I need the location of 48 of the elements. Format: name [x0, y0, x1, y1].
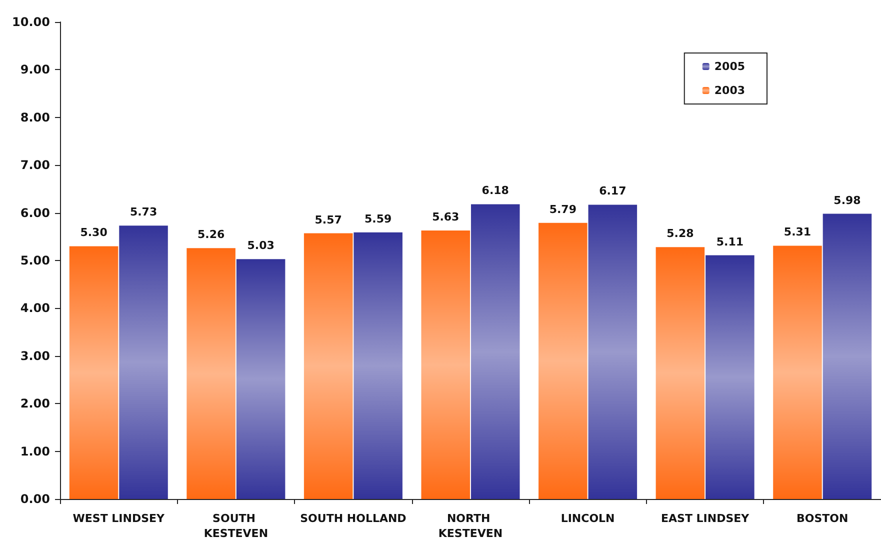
x-tick-label: SOUTH HOLLAND	[300, 512, 406, 525]
x-tick-label: EAST LINDSEY	[661, 512, 750, 525]
data-label: 5.98	[834, 194, 861, 207]
y-tick-label: 9.00	[20, 62, 50, 77]
y-tick-label: 0.00	[20, 492, 50, 506]
data-label: 5.79	[549, 202, 576, 216]
data-label: 5.11	[716, 235, 744, 248]
x-tick-label: LINCOLN	[560, 512, 615, 525]
data-label: 5.26	[197, 228, 225, 242]
data-label: 5.63	[432, 210, 460, 224]
bar	[773, 246, 822, 499]
bar	[470, 204, 520, 499]
legend-label: 2005	[714, 60, 746, 73]
y-tick-label: 10.00	[12, 15, 50, 29]
data-label: 5.31	[784, 226, 812, 239]
x-tick-label: WEST LINDSEY	[72, 512, 166, 525]
bar	[588, 204, 638, 499]
data-label: 5.28	[666, 227, 694, 240]
bar	[656, 247, 705, 499]
y-tick-label: 2.00	[20, 396, 50, 411]
y-tick-label: 8.00	[20, 110, 50, 124]
data-label: 6.18	[482, 184, 509, 198]
bar	[119, 226, 168, 499]
y-tick-label: 6.00	[20, 206, 50, 220]
y-tick-label: 3.00	[20, 348, 50, 363]
bar	[354, 232, 402, 499]
bar	[304, 233, 353, 499]
bar	[69, 246, 118, 499]
x-tick-label: NORTH KESTEVEN	[438, 512, 503, 540]
bar	[421, 230, 470, 499]
x-tick-label: SOUTH KESTEVEN	[204, 512, 268, 540]
y-tick-label: 5.00	[20, 254, 50, 268]
y-tick-label: 7.00	[20, 158, 50, 172]
bar	[706, 255, 754, 499]
data-label: 5.03	[247, 239, 274, 252]
bar	[822, 214, 872, 499]
data-label: 5.30	[80, 226, 108, 240]
bar	[236, 259, 286, 499]
data-label: 5.73	[130, 206, 158, 219]
bar	[186, 248, 236, 499]
legend-label: 2003	[714, 84, 746, 97]
x-tick-label: BOSTON	[796, 512, 848, 525]
data-label: 6.17	[599, 184, 626, 198]
data-label: 5.59	[364, 212, 392, 226]
y-tick-label: 4.00	[20, 301, 50, 316]
data-label: 5.57	[314, 213, 342, 226]
y-tick-label: 1.00	[20, 444, 50, 458]
bar	[538, 222, 588, 499]
